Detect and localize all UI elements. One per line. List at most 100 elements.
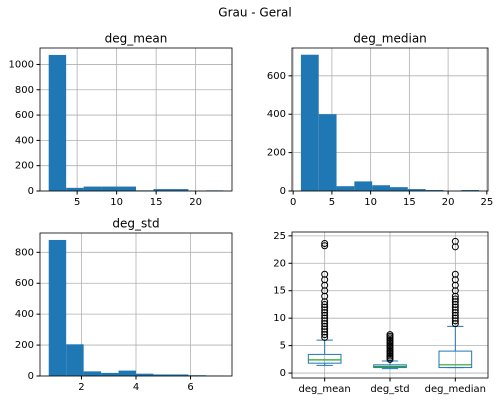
y-tick-label: 0 <box>280 186 286 197</box>
histogram-bar <box>118 186 136 191</box>
x-tick-label: deg_mean <box>299 384 351 395</box>
y-tick-label: 5 <box>280 341 286 352</box>
outlier <box>451 237 459 245</box>
outlier <box>451 309 459 317</box>
outlier <box>321 306 329 314</box>
outlier <box>451 303 459 311</box>
outlier <box>451 243 459 251</box>
outlier <box>451 320 459 328</box>
x-tick-label: 20 <box>442 197 455 208</box>
x-tick-label: 25 <box>480 197 493 208</box>
outlier <box>321 333 329 341</box>
y-tick-label: 25 <box>273 231 286 242</box>
outlier <box>321 240 329 248</box>
x-tick-label: 15 <box>403 197 416 208</box>
plot-area <box>40 48 232 191</box>
histogram-bar <box>48 239 67 376</box>
histogram-bar <box>153 189 171 191</box>
outlier <box>451 270 459 278</box>
y-tick-label: 800 <box>15 247 34 258</box>
histogram-bar <box>83 371 102 376</box>
outlier <box>451 317 459 325</box>
outlier <box>451 306 459 314</box>
y-tick-label: 1000 <box>9 59 34 70</box>
x-tick-label: 5 <box>74 197 80 208</box>
histogram-bar <box>461 190 480 191</box>
histogram-bar <box>66 344 84 376</box>
axes-frame <box>39 232 233 377</box>
y-tick-label: 15 <box>273 286 286 297</box>
outlier <box>451 281 459 289</box>
subplot-title: deg_mean <box>105 32 168 46</box>
outlier <box>321 298 329 306</box>
subplot-title: deg_median <box>353 32 427 46</box>
outlier <box>321 331 329 339</box>
histogram-bar <box>101 372 119 376</box>
y-tick-label: 10 <box>273 313 286 324</box>
histogram-bar <box>354 181 373 191</box>
outlier <box>451 295 459 303</box>
x-tick-label: 15 <box>150 197 163 208</box>
x-tick-label: deg_std <box>370 384 409 395</box>
y-tick-label: 20 <box>273 258 286 269</box>
outlier <box>321 311 329 319</box>
box <box>307 353 342 364</box>
x-tick-label: 10 <box>364 197 377 208</box>
histogram-bar <box>336 186 355 191</box>
y-tick-label: 0 <box>280 368 286 379</box>
box <box>438 350 473 369</box>
axes-frame <box>39 47 233 192</box>
histogram-bar <box>48 54 67 192</box>
x-tick-label: 10 <box>110 197 123 208</box>
outlier <box>321 322 329 330</box>
outlier <box>451 311 459 319</box>
outlier <box>321 270 329 278</box>
outlier <box>321 300 329 308</box>
histogram-bar <box>153 374 171 376</box>
outlier <box>321 317 329 325</box>
outlier <box>321 276 329 284</box>
histogram-bar <box>170 374 189 376</box>
outlier <box>321 281 329 289</box>
y-tick-label: 0 <box>28 371 34 382</box>
histogram-bar <box>136 373 154 376</box>
outlier <box>451 276 459 284</box>
x-tick-label: 2 <box>78 382 84 393</box>
outlier <box>321 287 329 295</box>
y-tick-label: 200 <box>15 161 34 172</box>
histogram-bar <box>170 189 189 191</box>
x-tick-label: 6 <box>187 382 193 393</box>
x-tick-label: deg_median <box>425 384 486 395</box>
x-tick-label: 0 <box>290 197 296 208</box>
histogram-bar <box>66 187 84 191</box>
outlier <box>386 331 394 339</box>
x-tick-label: 4 <box>133 382 139 393</box>
outlier <box>451 314 459 322</box>
histogram-bar <box>300 54 319 191</box>
histogram-bar <box>101 186 119 191</box>
y-tick-label: 600 <box>267 71 286 82</box>
outlier <box>321 309 329 317</box>
x-tick-label: 5 <box>329 197 335 208</box>
y-tick-label: 800 <box>15 85 34 96</box>
histogram-bar <box>390 187 408 191</box>
subplot-title: deg_std <box>112 217 159 231</box>
y-tick-label: 400 <box>15 135 34 146</box>
y-tick-label: 200 <box>15 340 34 351</box>
outlier <box>451 298 459 306</box>
axes-frame <box>291 47 489 192</box>
histogram-bar <box>83 186 102 191</box>
outlier <box>451 300 459 308</box>
outlier <box>321 292 329 300</box>
histogram-bar <box>425 190 444 191</box>
outlier <box>321 325 329 333</box>
outlier <box>321 320 329 328</box>
histogram-bar <box>407 189 426 191</box>
y-tick-label: 400 <box>267 109 286 120</box>
outlier <box>451 292 459 300</box>
outlier <box>321 303 329 311</box>
y-tick-label: 200 <box>267 148 286 159</box>
outlier <box>321 314 329 322</box>
outlier <box>321 328 329 336</box>
